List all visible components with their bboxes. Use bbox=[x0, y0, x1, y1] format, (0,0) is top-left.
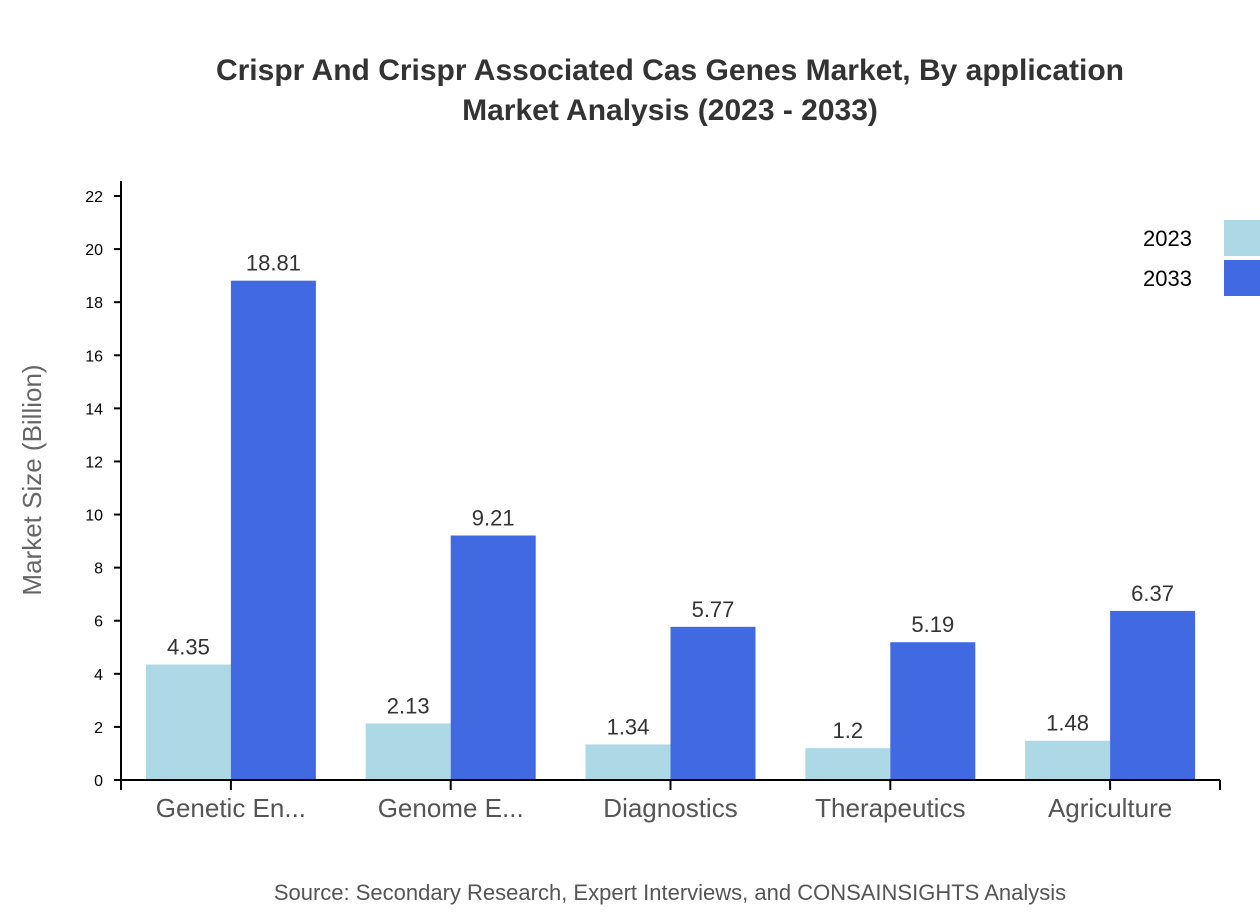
y-tick-label: 4 bbox=[94, 667, 103, 684]
bar-2023 bbox=[805, 748, 891, 780]
data-label: 2.13 bbox=[387, 693, 430, 718]
bar-2023 bbox=[365, 723, 451, 780]
y-tick-label: 10 bbox=[85, 508, 103, 525]
bar-2023 bbox=[145, 664, 231, 780]
legend-swatch bbox=[1224, 220, 1260, 256]
data-label: 1.2 bbox=[833, 718, 864, 743]
y-axis-label: Market Size (Billion) bbox=[17, 364, 47, 595]
x-tick-label: Genetic En... bbox=[156, 793, 306, 823]
data-label: 9.21 bbox=[472, 506, 515, 531]
legend-label: 2033 bbox=[1143, 266, 1192, 291]
data-label: 5.19 bbox=[911, 612, 954, 637]
y-axis: 0 2 4 6 8 10 12 14 16 18 20 22 bbox=[85, 181, 122, 790]
bar-2033 bbox=[1110, 610, 1196, 780]
x-tick-label: Therapeutics bbox=[815, 793, 965, 823]
x-tick-label: Genome E... bbox=[378, 793, 524, 823]
chart-title-line-1: Crispr And Crispr Associated Cas Genes M… bbox=[216, 54, 1124, 87]
y-tick-label: 12 bbox=[85, 454, 103, 471]
legend-label: 2023 bbox=[1143, 226, 1192, 251]
data-label: 1.48 bbox=[1046, 711, 1089, 736]
data-label: 5.77 bbox=[692, 597, 735, 622]
data-label: 4.35 bbox=[167, 635, 210, 660]
x-tick-label: Agriculture bbox=[1048, 793, 1172, 823]
data-label: 1.34 bbox=[607, 714, 650, 739]
chart-title-line-2: Market Analysis (2023 - 2033) bbox=[462, 94, 878, 127]
bar-2033 bbox=[890, 642, 976, 780]
bar-2023 bbox=[1025, 740, 1111, 780]
x-tick-label: Diagnostics bbox=[603, 793, 737, 823]
data-label: 18.81 bbox=[246, 251, 301, 276]
legend: 2023 2033 bbox=[1143, 220, 1260, 296]
y-tick-label: 22 bbox=[85, 189, 103, 206]
x-axis: Genetic En... Genome E... Diagnostics Thera… bbox=[120, 779, 1221, 823]
y-tick-label: 6 bbox=[94, 614, 103, 631]
y-tick-label: 20 bbox=[85, 242, 103, 259]
bars: 4.35 18.81 2.13 9.21 1.34 5.77 1.2 5.19 1.48 6.37 bbox=[145, 251, 1196, 780]
y-tick-label: 16 bbox=[85, 348, 103, 365]
source-note: Source: Secondary Research, Expert Inter… bbox=[274, 880, 1066, 905]
y-tick-label: 8 bbox=[94, 561, 103, 578]
bar-2033 bbox=[670, 626, 756, 780]
bar-2033 bbox=[230, 280, 316, 780]
y-tick-label: 14 bbox=[85, 401, 103, 418]
y-tick-label: 2 bbox=[94, 720, 103, 737]
y-tick-label: 0 bbox=[94, 773, 103, 790]
legend-swatch bbox=[1224, 260, 1260, 296]
bar-2023 bbox=[585, 744, 671, 780]
data-label: 6.37 bbox=[1131, 581, 1174, 606]
y-tick-label: 18 bbox=[85, 295, 103, 312]
bar-2033 bbox=[450, 535, 536, 780]
